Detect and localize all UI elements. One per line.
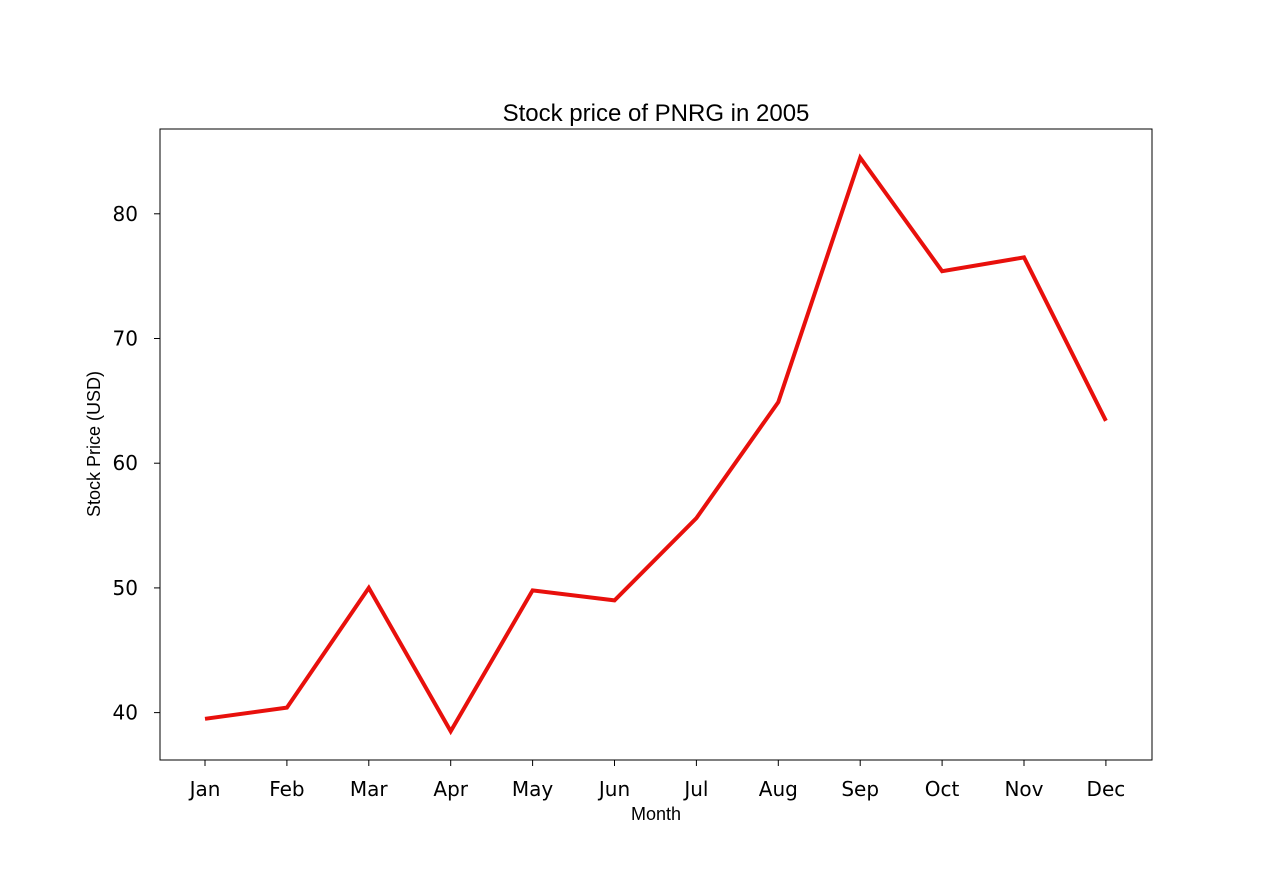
y-tick-label: 50 [113,576,138,600]
x-tick-label: Jun [597,777,630,801]
x-tick-label: Apr [433,777,468,801]
plot-area-frame [159,128,1153,761]
x-tick-label: Oct [925,777,960,801]
series-layer [204,153,1108,736]
chart-title: Stock price of PNRG in 2005 [503,100,810,127]
x-tick-label: Sep [841,777,879,801]
x-tick-label: May [512,777,554,801]
x-tick-label: Feb [269,777,304,801]
y-axis: 40 50 60 70 80 [113,202,160,725]
x-axis: Jan Feb Mar Apr May Jun Jul Aug Sep Oct Nov Dec [188,760,1126,801]
y-tick-label: 40 [113,701,138,725]
series-line-0 [204,153,1108,736]
x-tick-label: Mar [350,777,389,801]
x-tick-label: Jan [188,777,221,801]
y-tick-label: 80 [113,202,138,226]
y-tick-label: 60 [113,451,138,475]
y-tick-label: 70 [113,327,138,351]
x-tick-label: Dec [1087,777,1126,801]
x-tick-label: Jul [682,777,708,801]
x-tick-label: Nov [1004,777,1043,801]
y-axis-label: Stock Price (USD) [84,371,104,517]
x-axis-label: Month [631,804,681,824]
x-tick-label: Aug [759,777,798,801]
